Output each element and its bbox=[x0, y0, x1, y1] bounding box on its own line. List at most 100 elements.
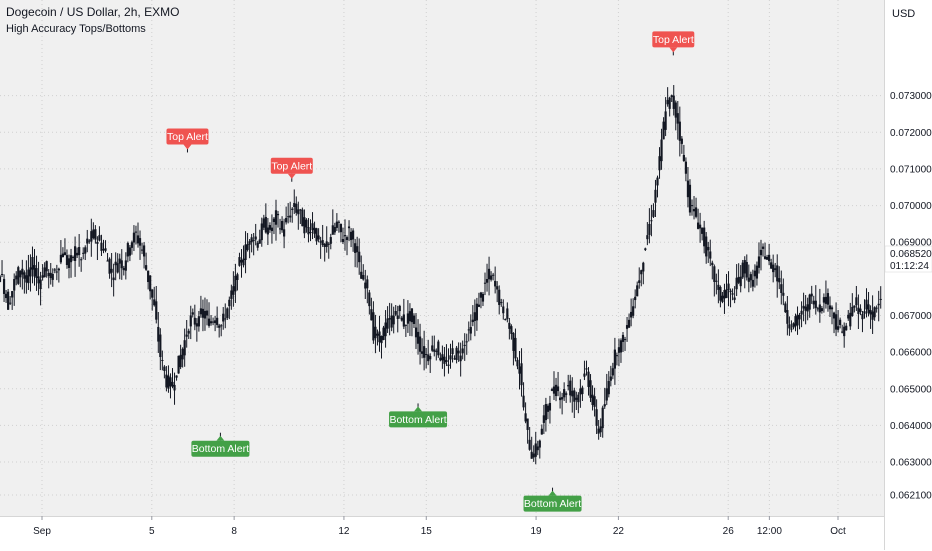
candle-body bbox=[76, 252, 79, 256]
candle-body bbox=[721, 295, 724, 303]
candle-body bbox=[47, 272, 50, 277]
candle-body bbox=[317, 235, 320, 240]
bottom-alert-label[interactable]: Bottom Alert bbox=[389, 403, 448, 428]
time-tick-label: 22 bbox=[613, 526, 625, 537]
candle-body bbox=[27, 269, 30, 284]
candle-body bbox=[0, 273, 4, 275]
candle-body bbox=[270, 227, 274, 232]
price-axis[interactable] bbox=[884, 0, 932, 550]
top-alert-label[interactable]: Top Alert bbox=[166, 128, 209, 153]
candle-body bbox=[755, 265, 759, 279]
candle-body bbox=[396, 315, 399, 319]
candle-body bbox=[546, 405, 550, 412]
candle-body bbox=[832, 312, 836, 319]
top-alert-label[interactable]: Top Alert bbox=[652, 31, 695, 56]
bottom-alert-label[interactable]: Bottom Alert bbox=[191, 432, 250, 457]
candle-body bbox=[63, 252, 67, 255]
candle-body bbox=[118, 258, 121, 264]
candle-body bbox=[544, 404, 547, 421]
candle-body bbox=[102, 249, 105, 251]
plot-area[interactable] bbox=[0, 0, 884, 516]
candle-body bbox=[124, 260, 127, 271]
candle-body bbox=[587, 371, 590, 387]
candle-body bbox=[53, 269, 56, 271]
candle-body bbox=[307, 227, 310, 235]
last-price-value: 0.068520 bbox=[890, 249, 932, 260]
candle-body bbox=[625, 325, 629, 329]
bottom-alert-label[interactable]: Bottom Alert bbox=[523, 487, 582, 512]
time-axis[interactable] bbox=[0, 516, 884, 551]
candle-body bbox=[15, 275, 18, 280]
candle-body bbox=[674, 102, 677, 118]
candle-body bbox=[256, 242, 259, 248]
candle-body bbox=[640, 270, 643, 275]
price-tick-label: 0.071000 bbox=[890, 164, 932, 175]
candle-body bbox=[157, 326, 160, 342]
candle-body bbox=[475, 303, 478, 321]
price-tick-label: 0.062100 bbox=[890, 491, 932, 502]
candle-body bbox=[719, 286, 722, 301]
alert-text: Top Alert bbox=[271, 160, 312, 172]
candle-body bbox=[73, 246, 77, 262]
candle-body bbox=[7, 291, 10, 310]
candle-body bbox=[126, 243, 129, 257]
candle-body bbox=[703, 227, 706, 247]
candle-body bbox=[709, 251, 712, 259]
candle-body bbox=[319, 241, 322, 243]
candle-body bbox=[163, 366, 166, 371]
candle-body bbox=[2, 278, 6, 294]
indicator-name[interactable]: High Accuracy Tops/Bottoms bbox=[6, 23, 146, 35]
candle-body bbox=[471, 319, 474, 323]
candle-body bbox=[538, 440, 541, 448]
candle-body bbox=[299, 209, 302, 211]
candle-body bbox=[508, 322, 511, 329]
candle-body bbox=[287, 216, 290, 218]
candle-body bbox=[723, 290, 726, 299]
candle-body bbox=[254, 236, 257, 240]
candle-body bbox=[751, 279, 754, 287]
candle-body bbox=[682, 155, 685, 162]
candlestick-series bbox=[0, 85, 882, 465]
candle-body bbox=[197, 316, 200, 327]
candle-body bbox=[364, 282, 367, 289]
candle-body bbox=[857, 307, 860, 314]
candle-body bbox=[199, 308, 203, 315]
candle-body bbox=[808, 294, 811, 310]
candle-body bbox=[368, 292, 371, 307]
candle-body bbox=[187, 330, 190, 334]
candle-body bbox=[861, 314, 864, 320]
candle-body bbox=[798, 314, 801, 320]
candle-body bbox=[418, 336, 422, 352]
candle-body bbox=[591, 394, 594, 405]
candle-body bbox=[49, 272, 52, 279]
candle-body bbox=[814, 300, 817, 309]
candle-body bbox=[579, 388, 582, 395]
candle-body bbox=[374, 326, 377, 339]
candle-body bbox=[4, 293, 8, 299]
price-tick-label: 0.067000 bbox=[890, 311, 932, 322]
candle-body bbox=[35, 268, 38, 278]
candle-body bbox=[236, 274, 239, 280]
candle-body bbox=[138, 238, 142, 246]
candle-body bbox=[816, 308, 819, 310]
candle-body bbox=[802, 305, 805, 309]
candle-body bbox=[268, 225, 272, 230]
price-tick-label: 0.073000 bbox=[890, 91, 932, 102]
time-tick-label: 5 bbox=[149, 526, 155, 537]
candle-body bbox=[678, 121, 681, 141]
symbol-title[interactable]: Dogecoin / US Dollar, 2h, EXMO bbox=[6, 5, 180, 19]
candle-body bbox=[741, 262, 744, 278]
candle-body bbox=[445, 360, 448, 362]
candle-body bbox=[725, 289, 728, 299]
candle-body bbox=[88, 240, 91, 242]
candle-body bbox=[749, 274, 752, 281]
candle-body bbox=[569, 380, 572, 396]
top-alert-label[interactable]: Top Alert bbox=[270, 157, 313, 182]
candle-body bbox=[246, 244, 249, 250]
candle-body bbox=[577, 394, 580, 403]
candle-body bbox=[61, 253, 65, 258]
candle-body bbox=[804, 306, 807, 311]
candle-body bbox=[745, 262, 748, 278]
price-tick-label: 0.066000 bbox=[890, 348, 932, 359]
